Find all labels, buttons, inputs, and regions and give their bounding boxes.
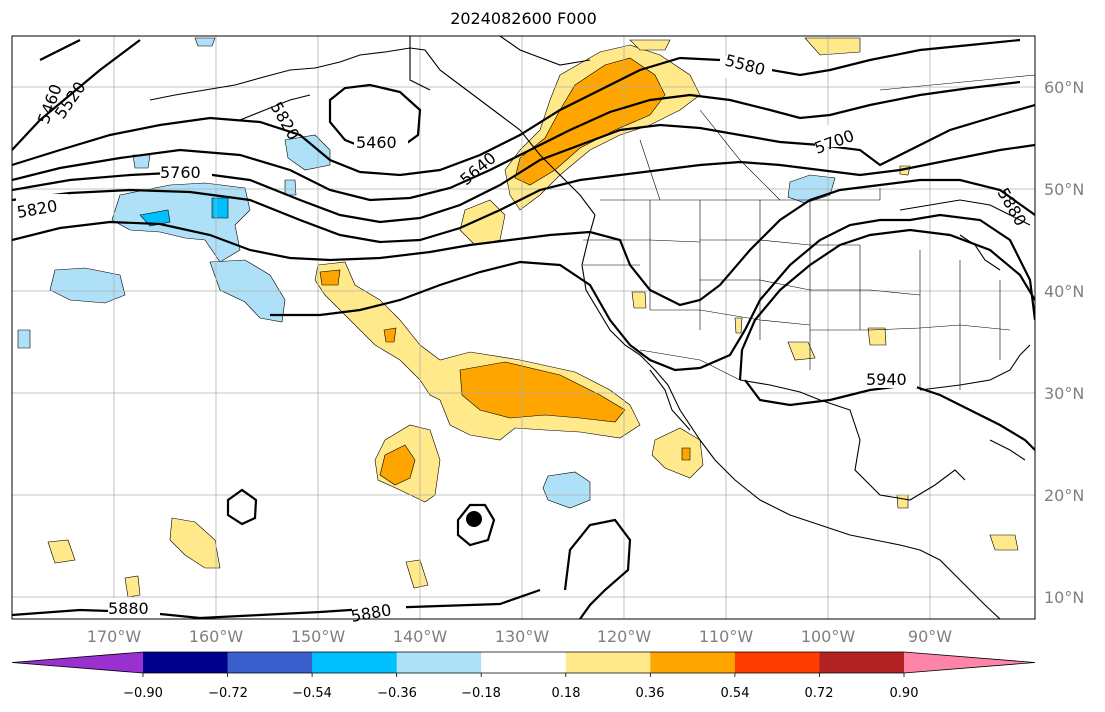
anomaly-region-south-small2: [405, 559, 429, 589]
anomaly-region-plains-2: [787, 341, 816, 361]
longitude-label: 110°W: [699, 627, 754, 646]
latitude-label: 20°N: [1044, 486, 1084, 505]
colorbar-segment: [312, 652, 398, 673]
anomaly-region-hawaii: [169, 517, 221, 569]
colorbar-segment: [481, 652, 567, 673]
contour-label: 5880: [108, 599, 149, 618]
latitude-label: 10°N: [1044, 588, 1084, 607]
latitude-label: 40°N: [1044, 282, 1084, 301]
map-border: [11, 35, 1036, 620]
longitude-label: 140°W: [393, 627, 448, 646]
colorbar-segment: [396, 652, 482, 673]
colorbar-tick-labels: −0.90 −0.72 −0.54 −0.36 −0.18 0.18 0.36 …: [123, 686, 918, 701]
contour-labels: 5460 5520 5460 5820 5640 5580 5700 5760 …: [15, 51, 1030, 626]
contour-5880-loop: [563, 518, 632, 619]
anomaly-region-tropics: [542, 471, 591, 509]
colorbar-tick-label: −0.90: [123, 686, 163, 701]
latitude-label: 60°N: [1044, 78, 1084, 97]
coastlines: [149, 36, 1031, 619]
longitude-label: 100°W: [801, 627, 856, 646]
contour-5700: [12, 103, 1035, 224]
colorbar-segment: [650, 652, 736, 673]
colorbar-segment: [734, 652, 820, 673]
anomaly-region-west-small: [47, 539, 76, 564]
tropical-cyclone-marker: [466, 511, 482, 527]
anomaly-region-west: [49, 267, 126, 304]
colorbar-segment: [819, 652, 905, 673]
country-and-state-borders: [583, 74, 1035, 390]
anomaly-region-baja: [651, 427, 704, 479]
anomaly-region-aleutian: [284, 134, 331, 171]
longitude-labels: 170°W 160°W 150°W 140°W 130°W 120°W 110°…: [87, 627, 952, 646]
anomaly-region-far-west: [17, 329, 31, 349]
contour-5820: [12, 178, 1035, 307]
colorbar-segment: [565, 652, 651, 673]
map-gridlines: [12, 36, 1035, 619]
contour-5520: [12, 39, 141, 151]
anomaly-region-top-left: [629, 39, 671, 51]
anomaly-region-north-pacific-core-2: [211, 197, 229, 219]
anomaly-region-small-2: [734, 317, 743, 334]
colorbar: [11, 651, 1036, 677]
contour-label: 5760: [160, 163, 201, 182]
latitude-labels: 60°N 50°N 40°N 30°N 20°N 10°N: [1044, 78, 1084, 607]
anomaly-region-offshore: [459, 199, 506, 246]
anomaly-region-pacific-core-small: [383, 327, 397, 343]
colorbar-tick-label: 0.18: [552, 686, 581, 701]
longitude-label: 90°W: [908, 627, 952, 646]
longitude-label: 160°W: [189, 627, 244, 646]
anomaly-region-north-pacific-core-1: [139, 209, 171, 227]
anomaly-region-caribbean: [989, 534, 1019, 551]
anomaly-region-gulf: [896, 494, 909, 509]
anomaly-region-south-small: [124, 575, 141, 598]
anomaly-region-tiny-north: [194, 37, 216, 47]
anomaly-region-subtropic-core: [379, 444, 416, 486]
colorbar-tick-label: −0.72: [208, 686, 248, 701]
anomaly-region-pacific-core: [459, 361, 626, 423]
contour-5880-ridge: [270, 213, 1035, 372]
contour-5940-rim: [738, 228, 1035, 381]
anomaly-region-plains-1: [867, 327, 887, 346]
anomaly-region-rockies: [631, 291, 647, 309]
colorbar-segment: [143, 652, 229, 673]
contour-5460-ak: [39, 39, 81, 61]
contour-5460-low: [328, 83, 422, 152]
map-title: 2024082600 F000: [450, 9, 597, 28]
colorbar-tick-label: 0.54: [721, 686, 750, 701]
contour-5640: [12, 80, 1021, 202]
contour-cyclone-ring: [456, 503, 496, 547]
colorbar-tick-label: 0.36: [636, 686, 665, 701]
anomaly-region-baja-core: [681, 447, 691, 461]
height-contours: [12, 38, 1035, 619]
longitude-label: 130°W: [495, 627, 550, 646]
anomaly-region-pacific-core-west: [319, 269, 341, 286]
contour-5760: [12, 143, 1035, 244]
contour-label: 5460: [356, 133, 397, 152]
colorbar-extension-low: [12, 652, 143, 673]
longitude-label: 170°W: [87, 627, 142, 646]
colorbar-extension-high: [904, 652, 1035, 673]
anomaly-region-top-right: [804, 37, 861, 56]
longitude-label: 120°W: [597, 627, 652, 646]
longitude-label: 150°W: [291, 627, 346, 646]
colorbar-segment: [227, 652, 313, 673]
colorbar-tick-label: −0.54: [292, 686, 332, 701]
contour-5580: [12, 38, 1021, 177]
contour-label-backgrounds: [16, 56, 917, 619]
anomaly-region-aleutian-2: [284, 179, 297, 196]
colorbar-tick-label: 0.90: [890, 686, 919, 701]
latitude-label: 30°N: [1044, 384, 1084, 403]
contour-hawaii-loop: [226, 488, 258, 526]
contour-label: 5940: [866, 370, 907, 389]
colorbar-tick-label: −0.36: [377, 686, 417, 701]
latitude-label: 50°N: [1044, 180, 1084, 199]
colorbar-tick-label: −0.18: [461, 686, 501, 701]
colorbar-tick-label: 0.72: [805, 686, 834, 701]
